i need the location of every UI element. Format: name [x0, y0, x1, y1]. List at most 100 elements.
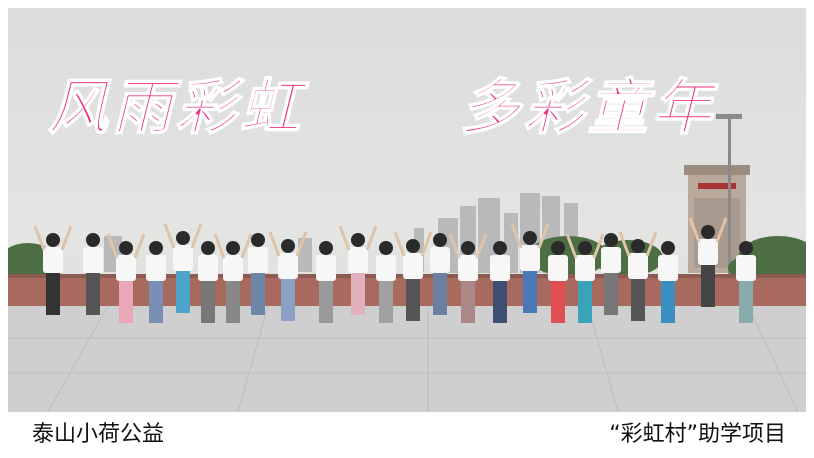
child-head: [433, 233, 447, 247]
child-shirt: [520, 245, 540, 271]
child-head: [739, 241, 753, 255]
child-arm: [537, 223, 550, 249]
child-legs: [46, 273, 60, 315]
child-head: [281, 239, 295, 253]
child-legs: [176, 271, 190, 313]
child-head: [119, 241, 133, 255]
child-arm: [618, 231, 631, 257]
title-right: 多彩童年: [459, 72, 716, 144]
children-group: [33, 217, 756, 323]
photo-scene: [8, 114, 806, 412]
child-legs: [201, 281, 215, 323]
child-arm: [240, 233, 253, 259]
child-head: [201, 241, 215, 255]
child-legs: [461, 281, 475, 323]
child-arm: [592, 233, 605, 259]
child-legs: [661, 281, 675, 323]
child-shirt: [548, 255, 568, 281]
child-arm: [420, 231, 433, 257]
child-shirt: [146, 255, 166, 281]
child-shirt: [698, 239, 718, 265]
child-head: [661, 241, 675, 255]
child-head: [379, 241, 393, 255]
child-shirt: [430, 247, 450, 273]
child-shirt: [575, 255, 595, 281]
child-legs: [701, 265, 715, 307]
child-shirt: [198, 255, 218, 281]
child-legs: [433, 273, 447, 315]
child-legs: [281, 279, 295, 321]
child-arm: [213, 233, 226, 259]
child-legs: [551, 281, 565, 323]
child-arm: [715, 217, 728, 243]
child-shirt: [348, 247, 368, 273]
child-shirt: [173, 245, 193, 271]
child-head: [701, 225, 715, 239]
child-arm: [163, 223, 176, 249]
child-head: [406, 239, 420, 253]
child-head: [551, 241, 565, 255]
child-arm: [510, 223, 523, 249]
child-head: [149, 241, 163, 255]
child-shirt: [223, 255, 243, 281]
child-arm: [106, 233, 119, 259]
child-legs: [319, 281, 333, 323]
child-arm: [365, 225, 378, 251]
child-head: [351, 233, 365, 247]
child-arm: [133, 233, 146, 259]
child-shirt: [601, 247, 621, 273]
child-legs: [523, 271, 537, 313]
caption-left: 泰山小荷公益: [32, 422, 165, 447]
child-head: [523, 231, 537, 245]
street-lamp: [716, 114, 742, 278]
child-head: [176, 231, 190, 245]
child-legs: [149, 281, 163, 323]
child-arm: [190, 223, 203, 249]
child-legs: [351, 273, 365, 315]
child-legs: [251, 273, 265, 315]
child-arm: [565, 233, 578, 259]
child-head: [226, 241, 240, 255]
child-legs: [631, 279, 645, 321]
child-arm: [338, 225, 351, 251]
plaza-floor: [8, 306, 806, 412]
child-shirt: [278, 253, 298, 279]
child-shirt: [376, 255, 396, 281]
child-arm: [268, 231, 281, 257]
child-legs: [119, 281, 133, 323]
child-arm: [393, 231, 406, 257]
child-arm: [688, 217, 701, 243]
child-legs: [604, 273, 618, 315]
child-head: [86, 233, 100, 247]
child-head: [461, 241, 475, 255]
child-head: [578, 241, 592, 255]
child-shirt: [316, 255, 336, 281]
child-arm: [475, 233, 488, 259]
group-photo: [8, 8, 806, 412]
child-legs: [406, 279, 420, 321]
child-head: [251, 233, 265, 247]
child-shirt: [403, 253, 423, 279]
child-arm: [448, 233, 461, 259]
child-head: [319, 241, 333, 255]
child-legs: [379, 281, 393, 323]
child-shirt: [736, 255, 756, 281]
child-shirt: [83, 247, 103, 273]
child-shirt: [628, 253, 648, 279]
child-legs: [578, 281, 592, 323]
child-head: [493, 241, 507, 255]
child-legs: [739, 281, 753, 323]
title-left: 风雨彩虹: [47, 72, 304, 144]
child-arm: [60, 225, 73, 251]
child-legs: [86, 273, 100, 315]
child-arm: [295, 231, 308, 257]
child-arm: [33, 225, 46, 251]
child-head: [604, 233, 618, 247]
child-legs: [493, 281, 507, 323]
child-shirt: [490, 255, 510, 281]
child-head: [46, 233, 60, 247]
child-arm: [645, 231, 658, 257]
caption-right: “彩虹村”助学项目: [609, 422, 786, 447]
child-head: [631, 239, 645, 253]
child-shirt: [248, 247, 268, 273]
